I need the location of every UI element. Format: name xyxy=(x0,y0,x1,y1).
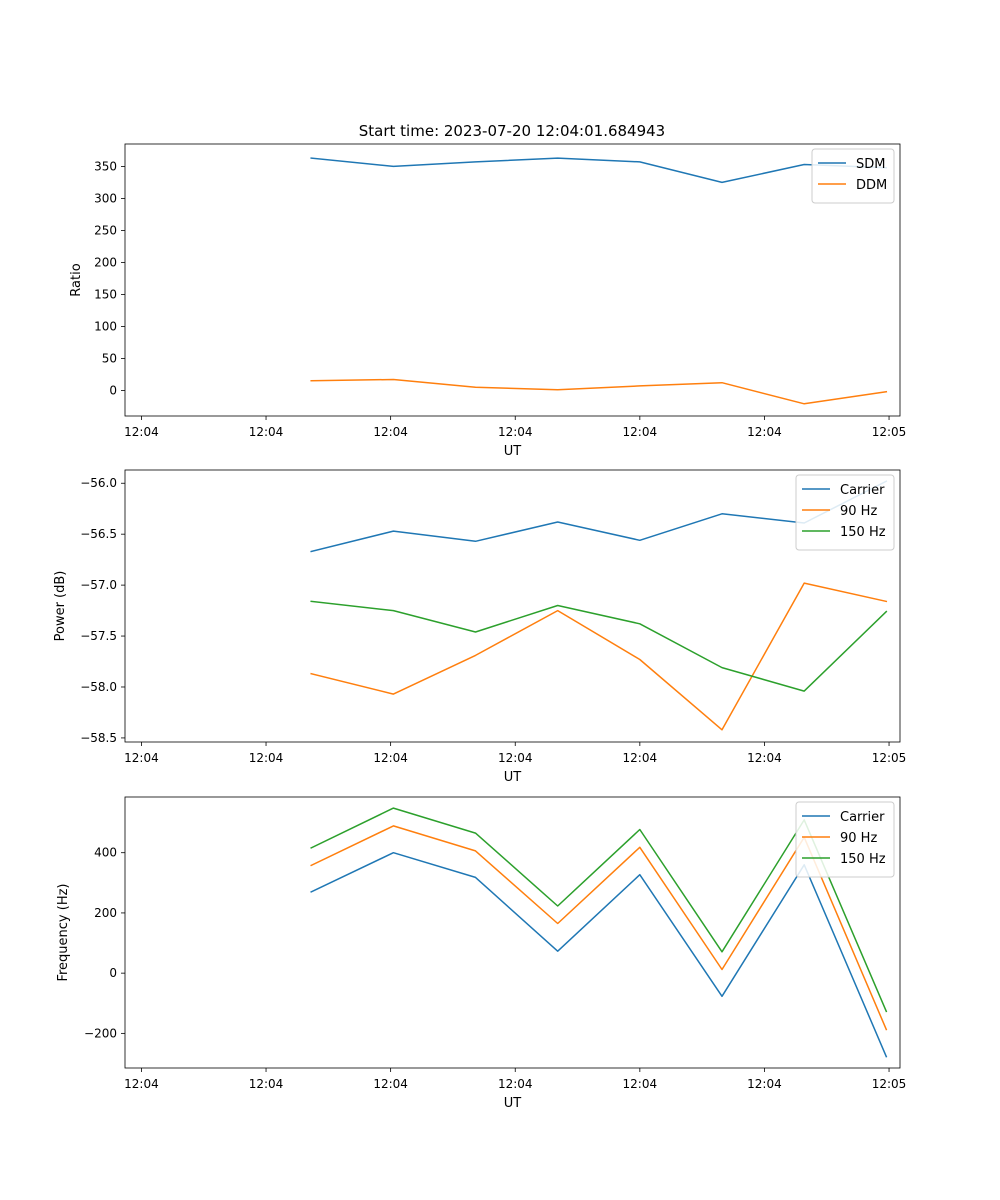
ratio-y-tick-label: 350 xyxy=(94,159,117,173)
frequency-x-tick-label: 12:04 xyxy=(747,1077,782,1091)
ratio-axes-frame xyxy=(124,143,901,417)
ratio-x-axis-label: UT xyxy=(504,444,522,459)
frequency-x-axis-label: UT xyxy=(504,1096,522,1111)
frequency-x-tick-label: 12:04 xyxy=(373,1077,408,1091)
ratio-y-tick-label: 250 xyxy=(94,223,117,237)
power-series-150-hz xyxy=(310,600,888,692)
power-y-axis-label: Power (dB) xyxy=(53,571,68,642)
power-x-axis-label: UT xyxy=(504,770,522,785)
figure-title: Start time: 2023-07-20 12:04:01.684943 xyxy=(359,122,665,140)
ratio-x-tick-label: 12:05 xyxy=(872,425,907,439)
frequency-y-tick-label: 0 xyxy=(109,966,117,980)
chart-power: 12:04 12:04 12:04 12:04 12:04 12:04 12:05 −58.5… xyxy=(53,469,907,785)
power-y-tick-label: −58.5 xyxy=(80,731,117,745)
ratio-legend: SDM DDM xyxy=(811,148,895,204)
power-x-tick-label: 12:04 xyxy=(623,751,658,765)
power-x-tick-label: 12:04 xyxy=(124,751,159,765)
frequency-x-tick-label: 12:04 xyxy=(249,1077,284,1091)
power-axes-frame xyxy=(124,469,901,743)
ratio-y-tick-label: 150 xyxy=(94,287,117,301)
ratio-y-tick-label: 200 xyxy=(94,255,117,269)
frequency-y-tick-label: 400 xyxy=(94,846,117,860)
frequency-series-150-hz xyxy=(310,807,888,1013)
power-series-carrier xyxy=(310,480,888,553)
ratio-y-tick-label: 50 xyxy=(102,351,117,365)
power-y-tick-label: −57.0 xyxy=(80,578,117,592)
power-x-tick-label: 12:04 xyxy=(747,751,782,765)
power-legend-label: 150 Hz xyxy=(840,525,886,540)
ratio-x-tick-label: 12:04 xyxy=(373,425,408,439)
chart-panels: 12:04 12:04 12:04 12:04 12:04 12:04 12:05 0 50 10… xyxy=(53,143,907,1111)
frequency-x-tick-label: 12:04 xyxy=(623,1077,658,1091)
ratio-y-axis-label: Ratio xyxy=(69,263,84,296)
frequency-axes-frame xyxy=(124,796,901,1069)
ratio-series-sdm xyxy=(310,157,888,184)
ratio-legend-label: SDM xyxy=(856,157,885,172)
power-x-tick-label: 12:05 xyxy=(872,751,907,765)
power-y-tick-label: −57.5 xyxy=(80,629,117,643)
frequency-series-carrier xyxy=(310,851,888,1058)
ratio-x-tick-label: 12:04 xyxy=(747,425,782,439)
ratio-x-tick-label: 12:04 xyxy=(249,425,284,439)
power-y-tick-label: −58.0 xyxy=(80,680,117,694)
power-x-tick-label: 12:04 xyxy=(249,751,284,765)
power-legend-label: 90 Hz xyxy=(840,504,877,519)
frequency-y-tick-label: −200 xyxy=(84,1026,117,1040)
ratio-x-tick-label: 12:04 xyxy=(623,425,658,439)
ratio-y-tick-label: 0 xyxy=(109,383,117,397)
power-x-tick-label: 12:04 xyxy=(498,751,533,765)
frequency-x-tick-label: 12:04 xyxy=(124,1077,159,1091)
ratio-series-ddm xyxy=(310,378,888,405)
frequency-legend-label: Carrier xyxy=(840,810,885,825)
ratio-legend-label: DDM xyxy=(856,178,887,193)
ratio-x-tick-label: 12:04 xyxy=(124,425,159,439)
ratio-x-tick-label: 12:04 xyxy=(498,425,533,439)
frequency-x-tick-label: 12:05 xyxy=(872,1077,907,1091)
frequency-series-90-hz xyxy=(310,825,888,1031)
power-x-tick-label: 12:04 xyxy=(373,751,408,765)
frequency-legend: Carrier 90 Hz 150 Hz xyxy=(795,801,895,878)
chart-frequency: 12:04 12:04 12:04 12:04 12:04 12:04 12:05 −200 0… xyxy=(56,796,907,1111)
frequency-x-tick-label: 12:04 xyxy=(498,1077,533,1091)
frequency-legend-label: 90 Hz xyxy=(840,831,877,846)
power-series-90-hz xyxy=(310,582,888,731)
frequency-legend-label: 150 Hz xyxy=(840,852,886,867)
chart-ratio: 12:04 12:04 12:04 12:04 12:04 12:04 12:05 0 50 10… xyxy=(69,143,907,459)
frequency-y-axis-label: Frequency (Hz) xyxy=(56,883,71,981)
power-legend: Carrier 90 Hz 150 Hz xyxy=(795,474,895,551)
power-y-tick-label: −56.0 xyxy=(80,476,117,490)
ratio-y-tick-label: 300 xyxy=(94,191,117,205)
power-legend-label: Carrier xyxy=(840,483,885,498)
power-y-tick-label: −56.5 xyxy=(80,527,117,541)
frequency-y-tick-label: 200 xyxy=(94,906,117,920)
ratio-y-tick-label: 100 xyxy=(94,319,117,333)
